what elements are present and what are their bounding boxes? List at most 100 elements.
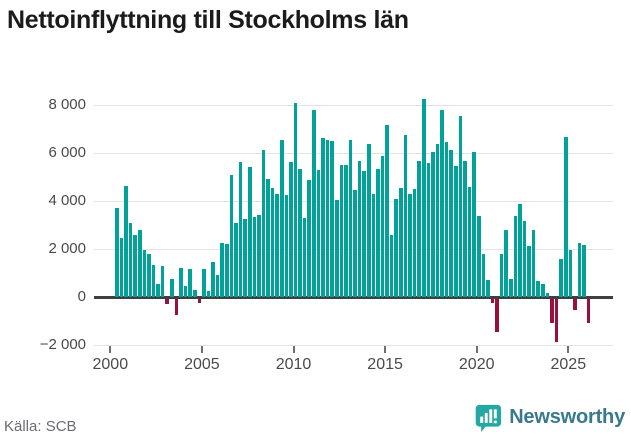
bar-positive (339, 165, 344, 297)
bar-positive (541, 283, 545, 297)
source-note: Källa: SCB (4, 418, 77, 435)
bar-positive (563, 136, 568, 297)
newsworthy-logo: Newsworthy (473, 403, 625, 432)
bar-positive (527, 245, 531, 297)
bar-negative (197, 298, 202, 304)
x-axis-tick-mark (292, 346, 295, 353)
grid-line (94, 105, 613, 106)
bar-positive (399, 188, 403, 297)
bar-positive (334, 200, 339, 297)
bar-positive (325, 140, 330, 297)
bar-positive (160, 265, 165, 297)
bar-positive (380, 156, 385, 297)
x-axis-tick-label: 2025 (550, 356, 587, 373)
bar-positive (440, 109, 444, 297)
bar-positive (115, 208, 119, 297)
bar-negative (554, 298, 559, 342)
y-axis-tick-label: 0 (77, 288, 86, 305)
bar-negative (165, 298, 170, 304)
grid-line (94, 345, 613, 346)
bar-positive (192, 290, 197, 297)
bar-positive (330, 141, 334, 297)
bar-positive (348, 139, 353, 297)
bar-positive (417, 161, 421, 297)
bar-positive (476, 216, 481, 297)
bar-positive (183, 286, 188, 297)
x-axis-tick-label: 2015 (367, 356, 403, 373)
x-axis-tick-mark (200, 346, 203, 353)
bar-positive (449, 150, 454, 297)
bar-positive (261, 150, 266, 297)
bar-positive (266, 179, 270, 297)
bar-positive (357, 160, 362, 297)
bar-positive (403, 135, 408, 297)
bar-positive (421, 98, 426, 297)
bar-positive (444, 141, 449, 297)
bar-positive (522, 221, 527, 297)
x-axis-tick-mark (567, 346, 570, 353)
bar-positive (302, 218, 307, 297)
x-axis-tick-mark (384, 346, 387, 353)
bar-positive (138, 230, 142, 297)
bar-negative (550, 298, 554, 324)
bar-positive (431, 152, 435, 297)
bar-positive (389, 235, 394, 297)
bar-positive (385, 125, 389, 297)
bar-positive (229, 175, 234, 297)
y-axis-tick-label: 8 000 (48, 96, 86, 113)
bar-positive (467, 187, 472, 297)
bar-positive (582, 244, 586, 297)
bar-positive (518, 203, 522, 297)
zero-axis-line (94, 296, 613, 299)
bar-positive (577, 243, 582, 297)
bar-positive (568, 250, 573, 297)
bar-positive (293, 103, 298, 297)
bar-positive (298, 168, 302, 297)
bar-positive (128, 223, 133, 297)
bar-positive (133, 235, 137, 297)
bar-positive (211, 261, 215, 297)
x-axis-tick-mark (475, 346, 478, 353)
bar-positive (151, 265, 156, 297)
bar-positive (156, 283, 160, 297)
bar-negative (490, 298, 495, 303)
bar-positive (559, 258, 563, 297)
newsworthy-bubble-chart-icon (473, 403, 502, 432)
chart-title: Nettoinflyttning till Stockholms län (7, 6, 409, 34)
bar-positive (289, 162, 293, 297)
grid-line (94, 153, 613, 154)
bar-positive (426, 163, 431, 297)
bar-positive (499, 253, 504, 297)
bar-positive (270, 187, 275, 297)
bar-positive (376, 169, 380, 297)
bar-negative (573, 298, 577, 311)
bar-negative (495, 298, 499, 332)
x-axis-tick-label: 2010 (275, 356, 312, 373)
bar-positive (202, 268, 206, 297)
bar-positive (124, 185, 128, 297)
bar-positive (513, 216, 518, 297)
bar-positive (307, 180, 312, 297)
bar-positive (472, 152, 476, 297)
bar-positive (220, 243, 225, 297)
bar-positive (536, 280, 541, 297)
bar-positive (179, 267, 183, 297)
bar-positive (394, 198, 399, 297)
y-axis-tick-label: 6 000 (48, 144, 86, 161)
bar-positive (504, 230, 508, 297)
bar-positive (238, 162, 243, 297)
x-axis-tick-label: 2000 (92, 356, 129, 373)
bar-positive (284, 194, 289, 297)
bar-positive (252, 217, 257, 297)
bar-positive (215, 274, 220, 297)
bar-positive (316, 170, 321, 297)
bar-positive (142, 249, 147, 297)
bar-positive (312, 109, 316, 297)
bar-positive (371, 193, 376, 297)
bar-positive (225, 243, 229, 297)
bar-positive (508, 279, 513, 297)
y-axis-tick-label: −2 000 (39, 336, 86, 353)
bar-positive (257, 215, 261, 297)
bar-positive (344, 165, 348, 297)
